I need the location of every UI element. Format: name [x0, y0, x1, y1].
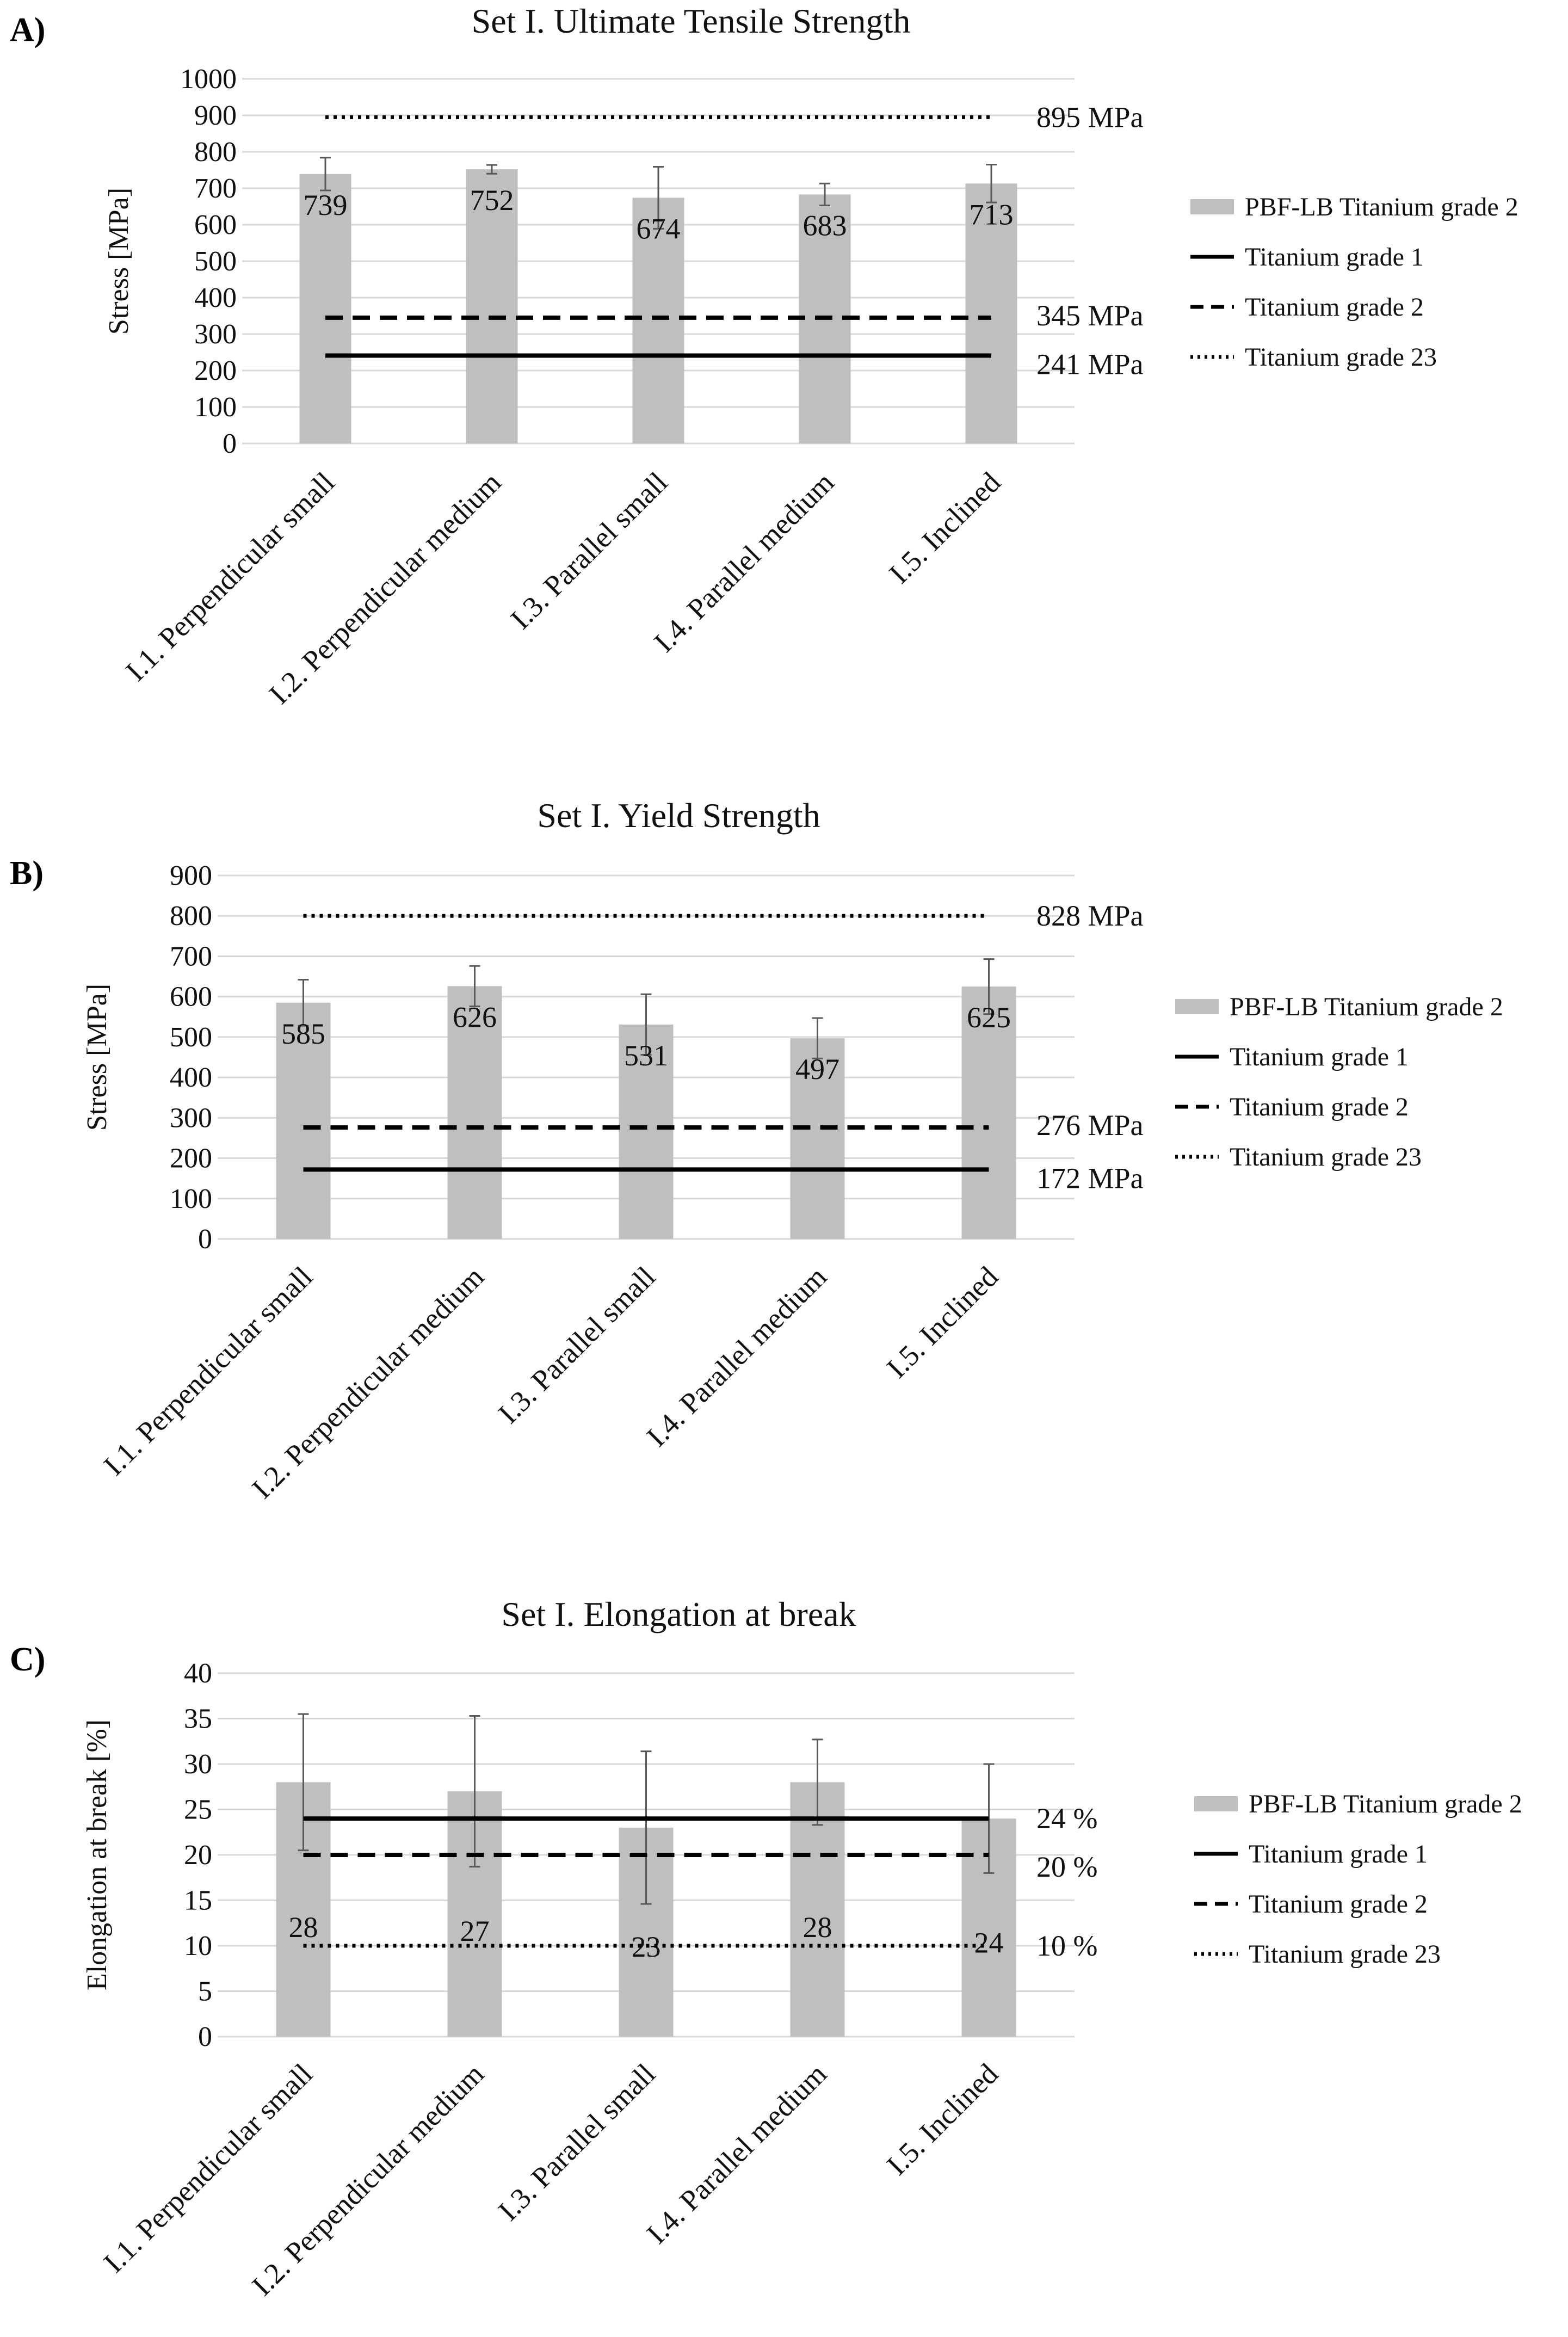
bar: [965, 183, 1017, 443]
chart-title: Set I. Yield Strength: [537, 796, 820, 835]
x-category-label: I.5. Inclined: [880, 2057, 1004, 2181]
reference-line-label: 895 MPa: [1036, 101, 1144, 133]
data-label: 24: [974, 1927, 1004, 1959]
y-tick-label: 40: [184, 1658, 212, 1689]
chart-panel-c: C) Set I. Elongation at break 0 5 10 15 20 25 30…: [10, 1595, 1522, 2302]
y-tick-label: 500: [170, 1022, 212, 1053]
panel-letter: B): [10, 855, 44, 892]
legend-label: Titanium grade 2: [1249, 1890, 1428, 1919]
data-label: 752: [470, 184, 514, 217]
y-tick-label: 600: [194, 209, 237, 241]
data-label: 674: [637, 212, 681, 245]
y-tick-label: 0: [223, 428, 237, 459]
y-tick-label: 600: [170, 982, 212, 1013]
y-tick-label: 300: [194, 319, 237, 350]
y-tick-label: 20: [184, 1840, 212, 1871]
y-tick-label: 15: [184, 1885, 212, 1916]
bar: [466, 169, 518, 443]
y-axis-label: Elongation at break [%]: [82, 1719, 113, 1990]
x-category-label: I.5. Inclined: [880, 1260, 1004, 1384]
y-tick-label: 400: [194, 282, 237, 313]
x-category-label: I.3. Parallel small: [504, 466, 674, 636]
y-tick-label: 100: [170, 1183, 212, 1214]
data-label: 585: [281, 1018, 325, 1050]
x-category-label: I.4. Parallel medium: [640, 1260, 833, 1453]
bar: [276, 1002, 331, 1239]
legend-label: Titanium grade 1: [1245, 243, 1424, 272]
legend-label: PBF-LB Titanium grade 2: [1245, 193, 1518, 221]
x-category-label: I.3. Parallel small: [492, 1260, 662, 1430]
legend-label: PBF-LB Titanium grade 2: [1230, 992, 1503, 1021]
panel-letter: A): [10, 11, 45, 48]
bar: [299, 174, 351, 443]
chart-title: Set I. Elongation at break: [501, 1595, 856, 1633]
reference-line-label: 24 %: [1036, 1802, 1097, 1835]
legend-label: Titanium grade 1: [1230, 1043, 1409, 1071]
y-tick-label: 200: [170, 1143, 212, 1174]
y-tick-label: 0: [198, 2021, 212, 2052]
y-tick-label: 35: [184, 1704, 212, 1735]
reference-line-label: 828 MPa: [1036, 899, 1144, 932]
legend-swatch-bar: [1190, 199, 1234, 214]
y-tick-label: 300: [170, 1102, 212, 1133]
y-tick-label: 400: [170, 1062, 212, 1093]
data-label: 531: [624, 1039, 668, 1072]
y-tick-label: 100: [194, 392, 237, 423]
y-tick-label: 5: [198, 1976, 212, 2007]
bar: [790, 1038, 845, 1239]
y-tick-label: 900: [194, 100, 237, 131]
data-label: 28: [803, 1911, 832, 1944]
y-tick-label: 500: [194, 246, 237, 277]
bar: [961, 986, 1016, 1239]
y-tick-label: 900: [170, 860, 212, 891]
bar: [447, 986, 502, 1239]
chart-panel-a: A) Set I. Ultimate Tensile Strength 0 100 20…: [10, 2, 1518, 711]
y-axis-label: Stress [MPa]: [82, 984, 113, 1131]
legend-label: Titanium grade 23: [1245, 343, 1437, 372]
data-label: 626: [453, 1001, 497, 1033]
legend-label: Titanium grade 2: [1230, 1093, 1409, 1121]
data-label: 713: [970, 198, 1014, 231]
panel-letter: C): [10, 1641, 45, 1678]
x-category-label: I.3. Parallel small: [492, 2057, 662, 2227]
chart-title: Set I. Ultimate Tensile Strength: [472, 2, 911, 40]
reference-line-label: 20 %: [1036, 1851, 1097, 1883]
data-label: 739: [304, 189, 348, 221]
data-label: 497: [795, 1053, 839, 1086]
y-tick-label: 700: [170, 941, 212, 972]
chart-panel-b: B) Set I. Yield Strength 0 100 200 300 400 500 6…: [10, 796, 1503, 1505]
y-tick-label: 1000: [180, 64, 237, 95]
legend-label: Titanium grade 1: [1249, 1840, 1428, 1869]
y-tick-label: 30: [184, 1749, 212, 1780]
y-tick-label: 700: [194, 173, 237, 204]
legend-label: Titanium grade 2: [1245, 293, 1424, 322]
legend-label: Titanium grade 23: [1249, 1940, 1441, 1969]
y-tick-label: 800: [194, 137, 237, 168]
legend-swatch-bar: [1175, 999, 1219, 1014]
legend-label: Titanium grade 23: [1230, 1143, 1422, 1171]
y-axis-label: Stress [MPa]: [103, 188, 134, 335]
reference-line-label: 276 MPa: [1036, 1109, 1144, 1142]
data-label: 683: [803, 209, 847, 242]
legend-swatch-bar: [1194, 1796, 1238, 1811]
y-tick-label: 25: [184, 1795, 212, 1826]
x-category-label: I.4. Parallel medium: [647, 466, 840, 658]
reference-line-label: 172 MPa: [1036, 1162, 1144, 1194]
y-tick-label: 200: [194, 355, 237, 386]
y-tick-label: 800: [170, 901, 212, 932]
x-category-label: I.5. Inclined: [883, 466, 1007, 590]
legend-label: PBF-LB Titanium grade 2: [1249, 1790, 1522, 1818]
y-tick-label: 0: [198, 1224, 212, 1255]
bar: [632, 198, 684, 443]
reference-line-label: 241 MPa: [1036, 348, 1144, 381]
y-tick-label: 10: [184, 1931, 212, 1962]
bar: [619, 1024, 674, 1239]
data-label: 28: [289, 1911, 318, 1944]
reference-line-label: 10 %: [1036, 1929, 1097, 1962]
data-label: 27: [460, 1915, 490, 1947]
reference-line-label: 345 MPa: [1036, 299, 1144, 332]
x-category-label: I.4. Parallel medium: [640, 2057, 833, 2250]
data-label: 625: [967, 1001, 1011, 1034]
